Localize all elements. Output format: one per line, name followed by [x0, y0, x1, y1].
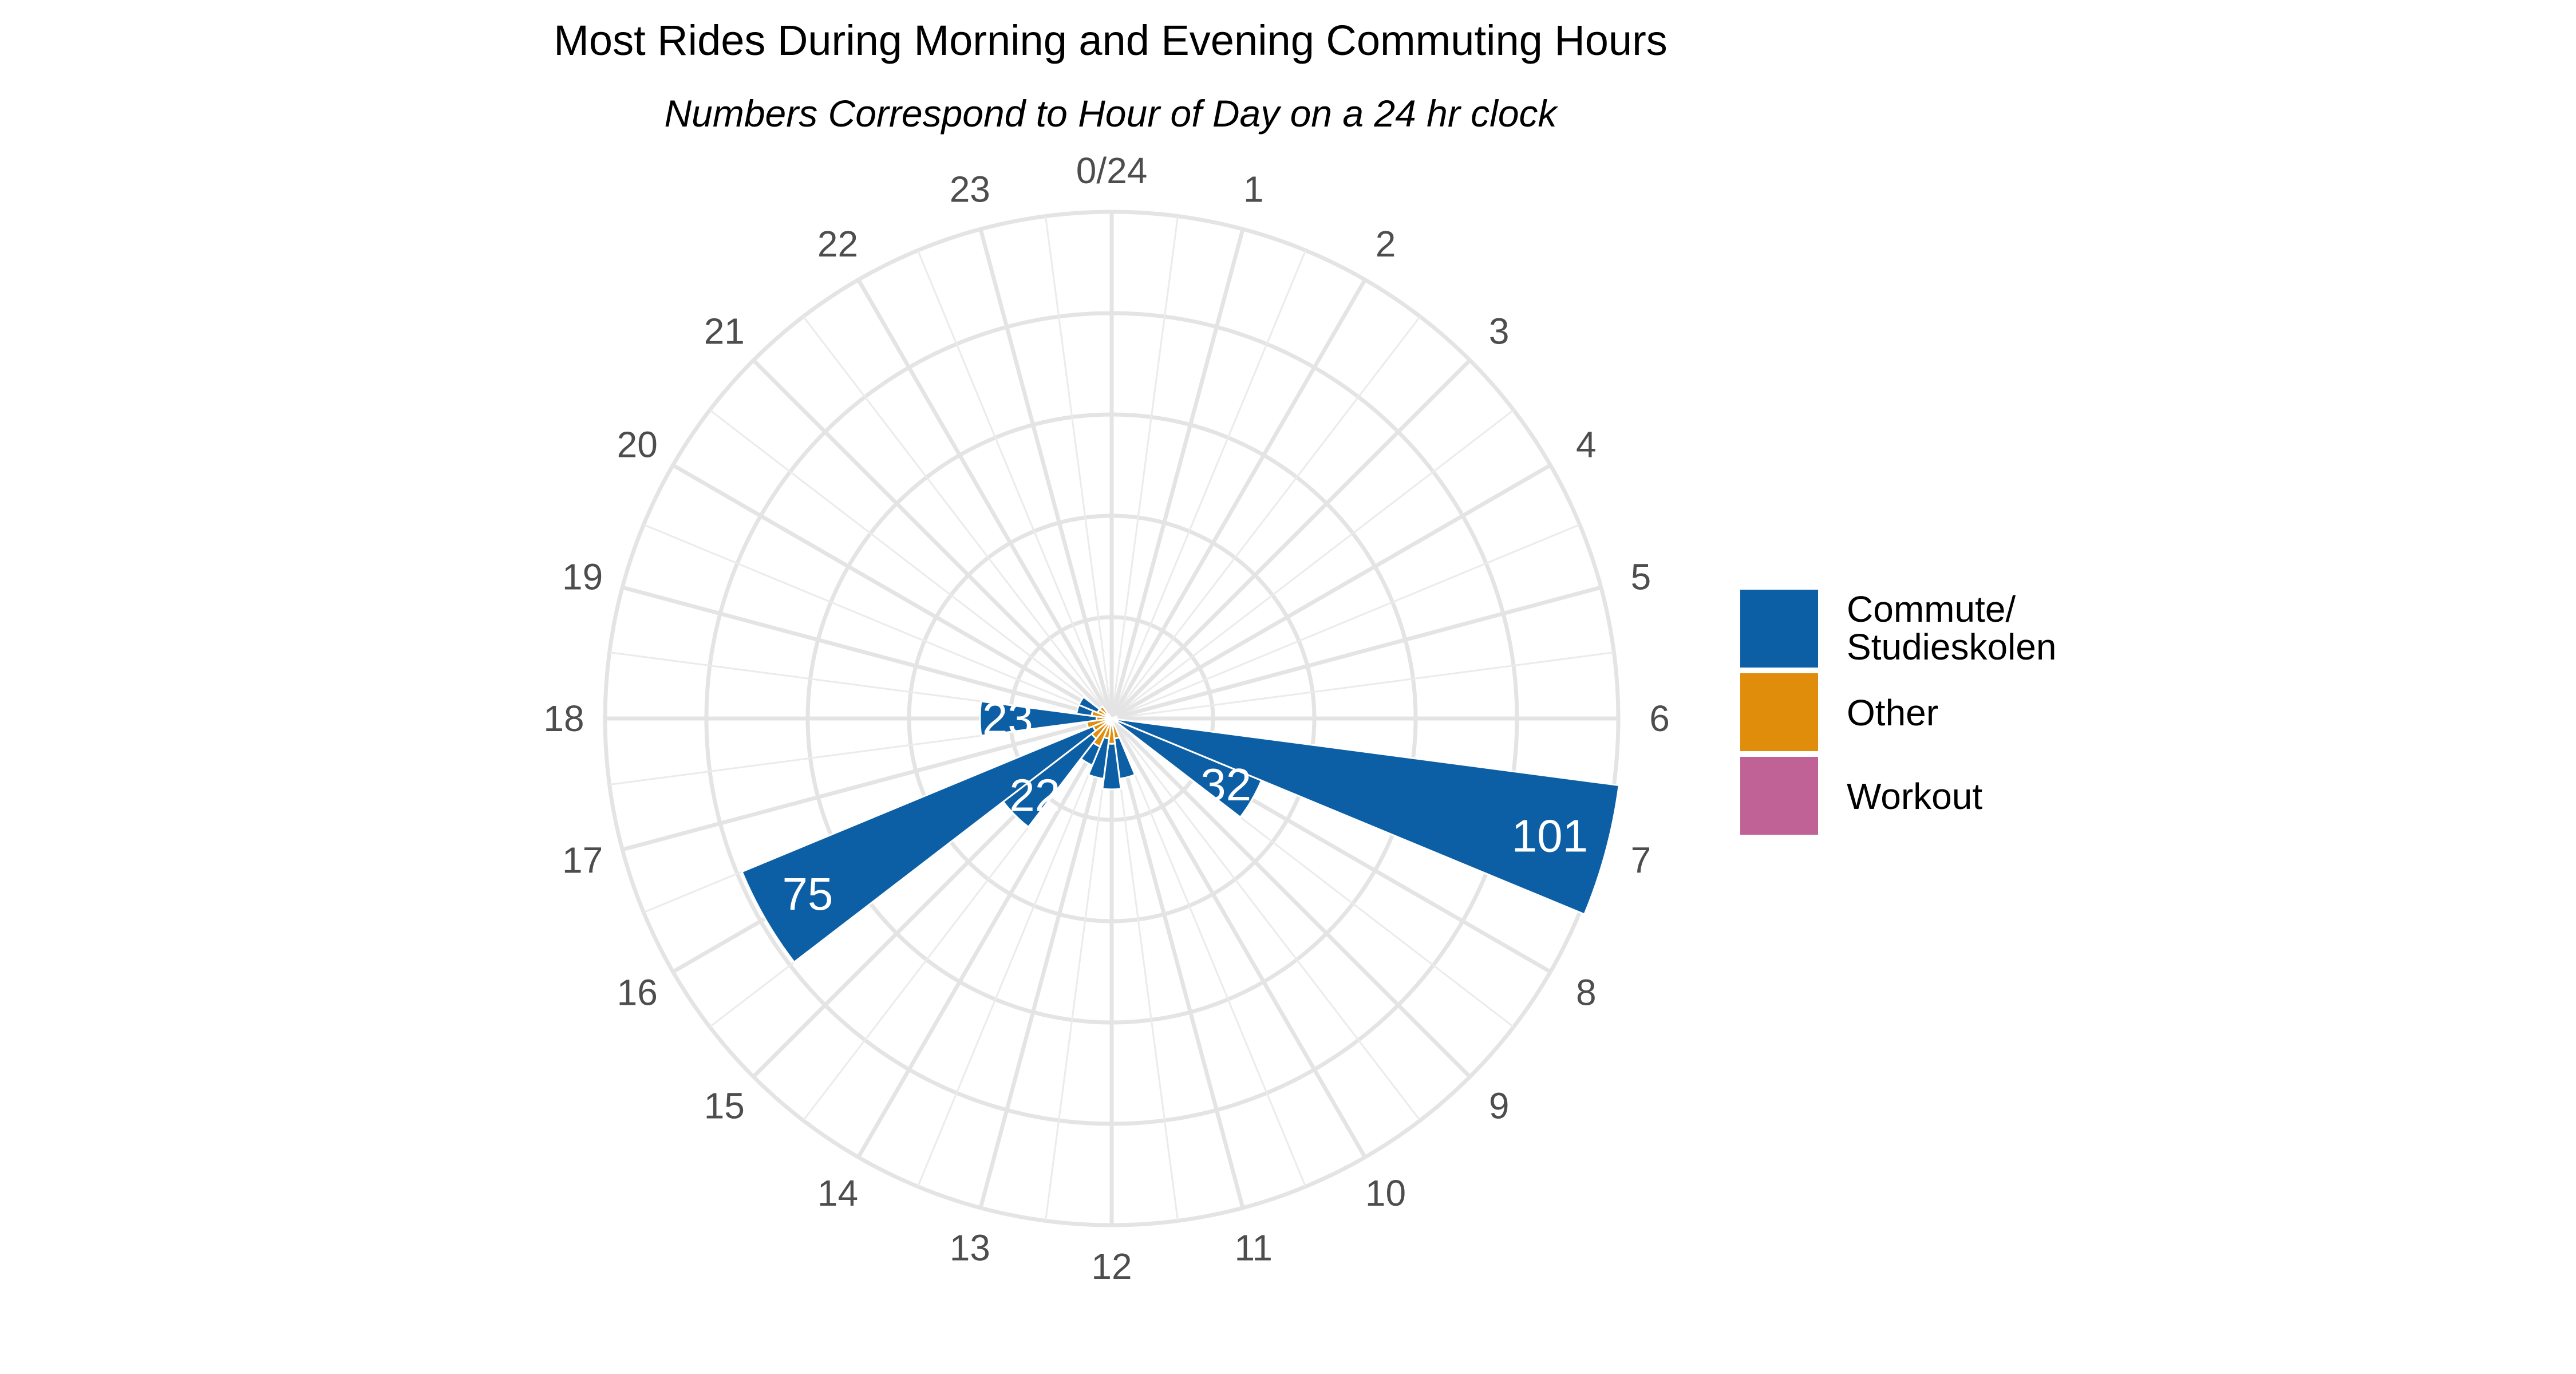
hour-tick-label: 11	[1234, 1227, 1272, 1268]
grid-spoke	[622, 585, 1112, 721]
legend-item-commute: Commute/ Studieskolen	[1740, 590, 2141, 670]
hour-tick-label: 2	[1376, 223, 1396, 264]
legend-item-other: Other	[1740, 673, 2141, 753]
hour-tick-label: 0/24	[1076, 150, 1148, 191]
grid-spoke	[622, 716, 1112, 852]
grid-spoke-minor	[709, 409, 1112, 720]
hour-tick-label: 4	[1576, 424, 1597, 465]
chart-title: Most Rides During Morning and Evening Co…	[554, 17, 1668, 64]
legend-label-other: Other	[1847, 692, 1939, 733]
hour-tick-label: 20	[617, 424, 658, 465]
chart-subtitle: Numbers Correspond to Hour of Day on a 2…	[664, 92, 1557, 135]
grid-spoke-minor	[1111, 718, 1179, 1221]
legend-item-workout: Workout	[1740, 757, 2141, 837]
bar-commute	[1111, 717, 1263, 819]
bar-commute	[979, 700, 1098, 737]
grid-spoke	[1111, 585, 1602, 721]
legend-swatch-other	[1740, 673, 1818, 751]
grid-spoke-minor	[1111, 718, 1307, 1187]
grid-spoke-minor	[1111, 315, 1421, 719]
legend-label-workout: Workout	[1847, 776, 1983, 817]
legend-label-commute: Commute/ Studieskolen	[1847, 589, 2057, 668]
hour-tick-label: 7	[1631, 840, 1652, 881]
grid-spoke-minor	[916, 250, 1113, 719]
hour-tick-label: 17	[562, 840, 603, 881]
hour-tick-label: 16	[617, 972, 658, 1013]
grid-spoke	[856, 717, 1114, 1159]
grid-spoke-minor	[1111, 216, 1179, 719]
bar-commute	[1111, 717, 1620, 916]
grid-spoke	[1109, 718, 1245, 1209]
hour-tick-label: 6	[1649, 698, 1670, 739]
grid-spoke	[1110, 717, 1472, 1079]
bar-value-label: 101	[1512, 811, 1588, 862]
grid-spoke-minor	[1111, 250, 1307, 719]
hour-tick-label: 10	[1365, 1172, 1406, 1214]
grid-spoke	[978, 228, 1114, 719]
grid-spoke	[856, 278, 1114, 720]
bar-other	[1098, 705, 1113, 720]
grid-spoke-minor	[643, 523, 1112, 720]
grid-spoke-minor	[1111, 651, 1614, 720]
grid-spoke-minor	[1044, 718, 1113, 1221]
grid-spoke-minor	[1111, 523, 1581, 720]
hour-tick-label: 13	[950, 1227, 990, 1268]
grid-spoke	[1110, 358, 1472, 720]
grid-spoke	[671, 463, 1113, 721]
grid-spoke	[752, 358, 1113, 720]
hour-tick-label: 9	[1489, 1085, 1510, 1127]
hour-tick-label: 14	[817, 1172, 858, 1214]
hour-tick-label: 22	[817, 223, 858, 264]
bar-value-label: 32	[1200, 759, 1251, 810]
label-group: 0/24 123456789101112131415161718192021222…	[543, 150, 1669, 1287]
bar-value-label: 23	[982, 693, 1033, 744]
legend-swatch-workout	[1740, 757, 1818, 835]
grid-spoke	[1109, 278, 1367, 720]
grid-spoke-minor	[1044, 216, 1113, 719]
bar-commute	[741, 725, 1097, 964]
legend-swatch-commute	[1740, 590, 1818, 668]
hour-tick-label: 15	[704, 1085, 745, 1127]
grid-spoke	[1111, 463, 1552, 721]
hour-tick-label: 8	[1576, 972, 1597, 1013]
bar-value-label: 22	[1009, 770, 1060, 821]
hour-tick-label: 3	[1489, 310, 1510, 352]
bar-group	[741, 696, 1620, 964]
hour-tick-label: 23	[950, 169, 990, 210]
grid-spoke-minor	[916, 718, 1113, 1187]
grid-spoke-minor	[1111, 718, 1421, 1122]
bar-value-label: 75	[782, 868, 833, 919]
hour-tick-label: 19	[562, 556, 603, 597]
hour-tick-label: 21	[704, 310, 745, 352]
hour-tick-label: 1	[1243, 169, 1264, 210]
polar-grid	[603, 210, 1621, 1227]
grid-spoke	[978, 718, 1114, 1209]
hour-tick-label: 12	[1091, 1246, 1132, 1287]
grid-spoke-minor	[1111, 409, 1515, 720]
grid-spoke	[1109, 717, 1367, 1159]
grid-spoke-minor	[803, 315, 1113, 719]
grid-spoke	[1109, 228, 1245, 719]
hour-tick-label: 5	[1631, 556, 1652, 597]
hour-tick-label: 18	[543, 698, 584, 739]
